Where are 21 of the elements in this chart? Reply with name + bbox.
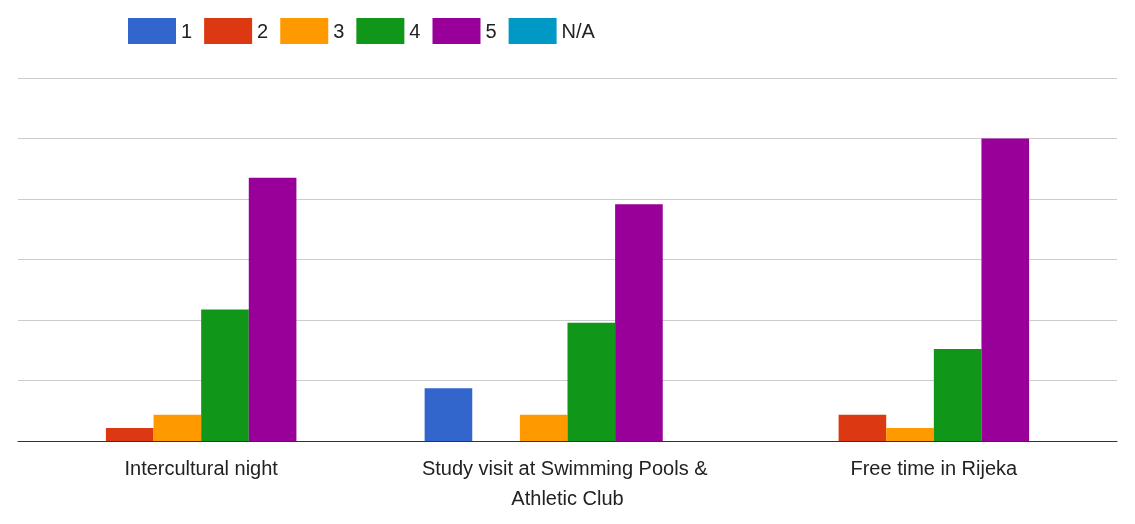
- bar: [153, 414, 202, 441]
- bar: [886, 427, 934, 441]
- bar: [933, 349, 982, 441]
- bar: [105, 427, 154, 441]
- bar: [838, 414, 887, 441]
- legend-label: 2: [257, 20, 269, 42]
- bar: [567, 322, 616, 441]
- legend-label: 5: [485, 20, 497, 42]
- legend-label: N/A: [561, 20, 596, 42]
- bar: [981, 138, 1030, 441]
- bar: [201, 309, 249, 441]
- legend-label: 1: [181, 20, 193, 42]
- x-tick-label: Free time in Rijeka: [850, 457, 1019, 479]
- bar: [615, 204, 663, 441]
- bar: [424, 388, 473, 441]
- x-tick-label: Intercultural night: [124, 457, 279, 479]
- x-tick-label: Study visit at Swimming Pools & Athletic Club: [421, 457, 714, 509]
- legend-label: 4: [409, 20, 421, 42]
- legend-label: 3: [333, 20, 345, 42]
- bar: [519, 414, 568, 441]
- bar: [248, 177, 297, 441]
